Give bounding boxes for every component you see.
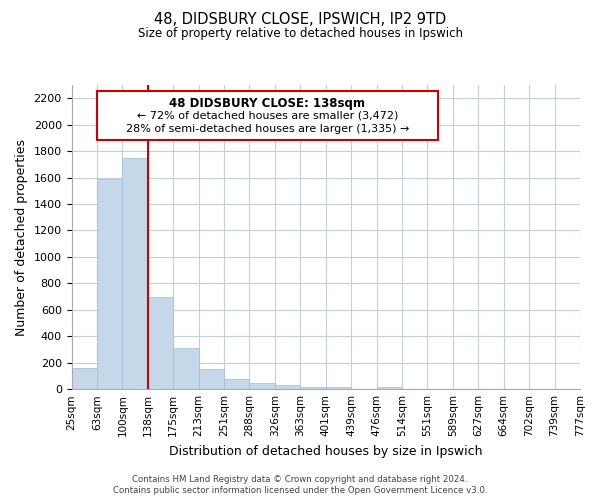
Text: Contains HM Land Registry data © Crown copyright and database right 2024.: Contains HM Land Registry data © Crown c… [132,475,468,484]
Text: 28% of semi-detached houses are larger (1,335) →: 28% of semi-detached houses are larger (… [125,124,409,134]
Bar [224,378,250,389]
Bar [71,368,97,389]
Bar [377,386,402,389]
Bar [199,368,224,389]
Bar [275,385,301,389]
Text: Size of property relative to detached houses in Ipswich: Size of property relative to detached ho… [137,28,463,40]
Text: 48, DIDSBURY CLOSE, IPSWICH, IP2 9TD: 48, DIDSBURY CLOSE, IPSWICH, IP2 9TD [154,12,446,28]
Bar [97,179,122,389]
Text: 48 DIDSBURY CLOSE: 138sqm: 48 DIDSBURY CLOSE: 138sqm [169,97,365,110]
Text: Contains public sector information licensed under the Open Government Licence v3: Contains public sector information licen… [113,486,487,495]
Bar [326,387,351,389]
Bar [250,383,275,389]
Bar [301,386,326,389]
Y-axis label: Number of detached properties: Number of detached properties [15,138,28,336]
X-axis label: Distribution of detached houses by size in Ipswich: Distribution of detached houses by size … [169,444,482,458]
Bar [122,158,148,389]
FancyBboxPatch shape [97,91,437,140]
Bar [173,348,199,389]
Text: ← 72% of detached houses are smaller (3,472): ← 72% of detached houses are smaller (3,… [137,111,398,121]
Bar [148,296,173,389]
